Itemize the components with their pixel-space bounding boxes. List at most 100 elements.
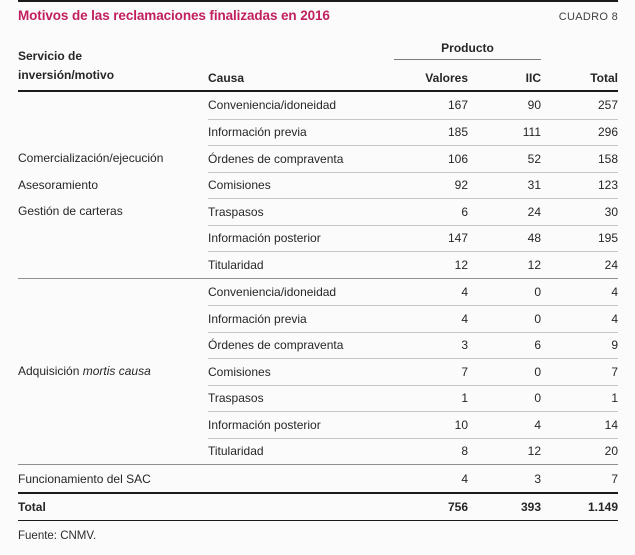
header-iic: IIC: [525, 71, 541, 85]
total-row: Total 756 393 1.149: [18, 494, 618, 520]
page-title: Motivos de las reclamaciones finalizadas…: [18, 8, 330, 23]
iic-cell: 6: [534, 338, 541, 353]
header-causa: Causa: [208, 71, 245, 85]
group-separator: [18, 464, 618, 465]
total-cell: 24: [604, 257, 618, 272]
table-label: CUADRO 8: [558, 11, 618, 23]
total-cell: 4: [611, 311, 618, 326]
total-cell: 123: [597, 178, 618, 193]
total-cell: 7: [611, 364, 618, 379]
total-bottom-rule: [18, 520, 618, 521]
causa-cell: Conveniencia/idoneidad: [208, 284, 337, 299]
causa-cell: Información posterior: [208, 417, 321, 432]
group-comercializacion: Comercialización/ejecución Asesoramiento…: [18, 92, 618, 278]
group-service-label: Comercialización/ejecución Asesoramiento…: [18, 92, 208, 278]
total-top-rule: [18, 492, 618, 494]
iic-cell: 12: [527, 444, 541, 459]
iic-cell: 111: [522, 125, 541, 140]
group-rows: Conveniencia/idoneidad 4 0 4 Información…: [208, 279, 618, 465]
iic-cell: 31: [527, 178, 541, 193]
valores-cell: 12: [454, 257, 468, 272]
group-rows: Conveniencia/idoneidad 167 90 257 Inform…: [208, 92, 618, 278]
iic-cell: 52: [527, 151, 541, 166]
iic-cell: 0: [534, 364, 541, 379]
valores-cell: 8: [461, 444, 468, 459]
table-row: Información posterior 10 4 14: [208, 411, 618, 438]
header-valores: Valores: [425, 71, 468, 85]
causa-cell: Órdenes de compraventa: [208, 338, 344, 353]
causa-cell: Titularidad: [208, 257, 264, 272]
valores-cell: 147: [447, 231, 468, 246]
causa-cell: Información previa: [208, 125, 307, 140]
service-prefix: Adquisición: [18, 364, 80, 378]
causa-cell: Información posterior: [208, 231, 321, 246]
service-line: Gestión de carteras: [18, 204, 123, 218]
table-row: Información previa 4 0 4: [208, 305, 618, 332]
iic-cell: 4: [534, 417, 541, 432]
total-cell: 30: [604, 204, 618, 219]
iic-cell: 24: [527, 204, 541, 219]
causa-cell: Titularidad: [208, 444, 264, 459]
table-row: Comisiones 7 0 7: [208, 358, 618, 385]
total-cell: 14: [604, 417, 618, 432]
iic-cell: 12: [527, 257, 541, 272]
service-italic: mortis causa: [82, 364, 151, 378]
total-cell: 195: [597, 231, 618, 246]
table-row: Titularidad 8 12 20: [208, 437, 618, 465]
valores-cell: 92: [454, 178, 468, 193]
group-adquisicion: Adquisición mortis causa Conveniencia/id…: [18, 279, 618, 465]
group-separator: [18, 277, 618, 279]
table-row: Titularidad 12 12 24: [208, 251, 618, 278]
valores-cell: 1: [461, 391, 468, 406]
top-rule: [18, 0, 618, 2]
total-cell: 4: [611, 284, 618, 299]
causa-cell: Traspasos: [208, 204, 264, 219]
header-rule: [18, 90, 618, 92]
causa-cell: Órdenes de compraventa: [208, 151, 344, 166]
total-cell: 1: [611, 391, 618, 406]
iic-cell: 3: [534, 471, 541, 486]
total-cell: 9: [611, 338, 618, 353]
causa-cell: Comisiones: [208, 364, 271, 379]
total-cell: 7: [611, 471, 618, 486]
service-line: Asesoramiento: [18, 177, 99, 192]
valores-cell: 185: [447, 125, 468, 140]
table-header: Servicio de inversión/motivo Producto Ca…: [18, 38, 618, 90]
table-row: Órdenes de compraventa 106 52 158: [208, 145, 618, 172]
service-line: Comercialización/ejecución: [18, 151, 164, 165]
service-line: Adquisición mortis causa: [18, 358, 208, 385]
sac-row: Funcionamiento del SAC 4 3 7: [18, 465, 618, 492]
valores-cell: 4: [461, 311, 468, 326]
valores-cell: 756: [447, 500, 468, 514]
valores-cell: 106: [447, 151, 468, 166]
valores-cell: 7: [461, 364, 468, 379]
group-service-label: Adquisición mortis causa: [18, 279, 208, 465]
header-servicio: Servicio de inversión/motivo: [18, 47, 208, 90]
table-row: Conveniencia/idoneidad 167 90 257: [208, 92, 618, 119]
valores-cell: 3: [461, 338, 468, 353]
table-row: Información previa 185 111 296: [208, 118, 618, 146]
header-servicio-line1: Servicio de: [18, 48, 83, 63]
header-servicio-line2: inversión/motivo: [18, 67, 115, 82]
total-cell: 257: [597, 98, 618, 113]
total-cell: 20: [604, 444, 618, 459]
causa-cell: Conveniencia/idoneidad: [208, 98, 337, 113]
source-note: Fuente: CNMV.: [18, 530, 97, 542]
table-row: Información posterior 147 48 195: [208, 224, 618, 252]
sac-label: Funcionamiento del SAC: [18, 471, 151, 486]
title-bar: Motivos de las reclamaciones finalizadas…: [18, 2, 618, 25]
table-row: Comisiones 92 31 123: [208, 171, 618, 199]
valores-cell: 167: [447, 98, 468, 113]
valores-cell: 10: [454, 417, 468, 432]
table-row: Conveniencia/idoneidad 4 0 4: [208, 279, 618, 306]
iic-cell: 90: [527, 98, 541, 113]
causa-cell: Traspasos: [208, 391, 264, 406]
iic-cell: 0: [534, 284, 541, 299]
iic-cell: 48: [527, 231, 541, 246]
header-producto: Producto: [394, 41, 541, 60]
total-cell: 1.149: [587, 500, 618, 514]
valores-cell: 4: [461, 471, 468, 486]
total-cell: 296: [597, 125, 618, 140]
table-row: Órdenes de compraventa 3 6 9: [208, 331, 618, 359]
